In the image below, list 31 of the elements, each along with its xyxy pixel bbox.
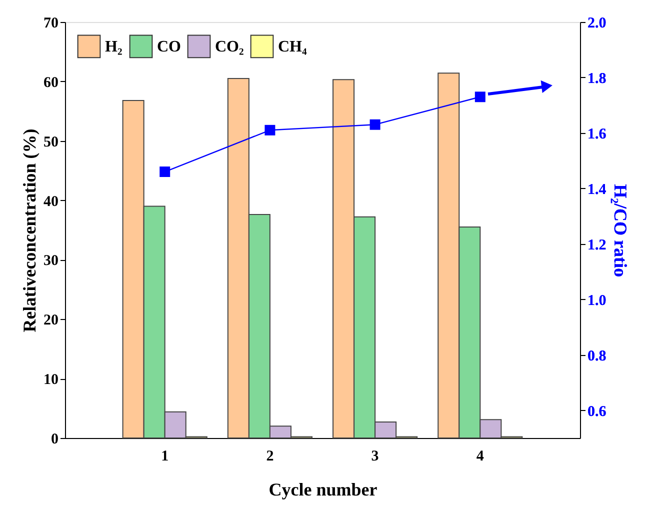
- legend-label: H₂: [105, 38, 122, 56]
- y-tick-label: 40: [44, 194, 58, 210]
- y-tick-label: 20: [44, 312, 58, 329]
- point: [160, 166, 170, 178]
- point: [474, 92, 486, 102]
- y-tick-label: 50: [44, 134, 58, 150]
- y2-tick-label: 1.0: [588, 292, 606, 309]
- y2-axis-title: H₂/CO ratio: [610, 184, 630, 277]
- y2-tick-label: 1.2: [588, 237, 606, 254]
- y2-tick-label: 1.8: [588, 70, 606, 87]
- x-tick-label: 2: [266, 448, 274, 464]
- x-tick-label: 1: [161, 448, 169, 464]
- legend-label: CO₂: [215, 38, 244, 56]
- point: [370, 119, 380, 130]
- y-axis-title: Relativeconcentration (%): [20, 128, 40, 332]
- y2-tick-label: 1.6: [588, 126, 607, 142]
- y-tick-label: 0: [51, 432, 58, 448]
- x-tick-label: 4: [476, 448, 484, 464]
- legend-label: CO: [157, 38, 181, 56]
- y-tick-label: 60: [44, 74, 58, 91]
- y-tick-label: 30: [44, 253, 58, 270]
- y2-tick-label: 0.6: [588, 404, 607, 420]
- y-tick-label: 10: [44, 372, 58, 388]
- x-axis-title: Cycle number: [268, 480, 378, 500]
- y2-tick-label: 2.0: [588, 16, 606, 32]
- legend-label: CH₄: [278, 38, 307, 56]
- y-tick-label: 70: [44, 16, 58, 32]
- y2-tick-label: 1.4: [588, 182, 607, 198]
- point: [264, 124, 276, 136]
- x-tick-label: 3: [371, 448, 379, 464]
- y2-tick-label: 0.8: [588, 348, 606, 364]
